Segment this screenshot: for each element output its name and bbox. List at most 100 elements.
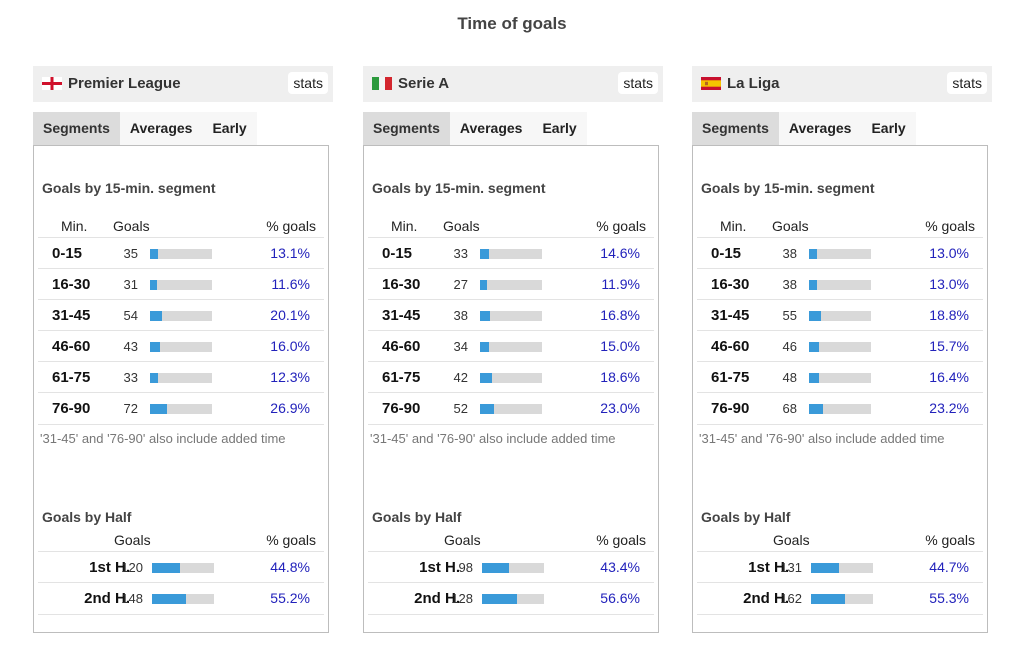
segment-bar: [480, 404, 542, 414]
table-row: 2nd H. 148 55.2%: [38, 582, 324, 615]
segment-label: 61-75: [382, 369, 421, 386]
segment-pct: 11.6%: [271, 276, 310, 292]
half-pct: 43.4%: [600, 559, 640, 575]
half-goals: 128: [451, 591, 473, 606]
half-bar: [811, 594, 873, 604]
half-goals: 148: [121, 591, 143, 606]
segment-bar: [150, 373, 212, 383]
table-row: 31-45 54 20.1%: [38, 299, 324, 331]
segment-label: 46-60: [52, 338, 91, 355]
segment-goals: 27: [453, 277, 468, 292]
segment-section-title: Goals by 15-min. segment: [372, 180, 546, 196]
segment-label: 16-30: [382, 276, 421, 293]
spain-flag-icon: [701, 77, 721, 90]
half-col-header-pct: % goals: [596, 532, 646, 548]
segment-label: 31-45: [711, 307, 750, 324]
segment-section-title: Goals by 15-min. segment: [701, 180, 875, 196]
segment-label: 46-60: [382, 338, 421, 355]
col-header-goals: Goals: [443, 218, 480, 234]
segment-pct: 15.0%: [600, 338, 640, 354]
segment-goals: 46: [782, 339, 797, 354]
segment-pct: 13.1%: [270, 245, 310, 261]
tab-averages[interactable]: Averages: [778, 112, 862, 145]
col-header-pct: % goals: [925, 218, 975, 234]
table-row: 0-15 35 13.1%: [38, 237, 324, 269]
league-header: Premier League stats: [33, 66, 333, 102]
tab-early[interactable]: Early: [861, 112, 916, 145]
segment-bar-fill: [150, 373, 158, 383]
half-goals: 120: [121, 560, 143, 575]
col-header-goals: Goals: [113, 218, 150, 234]
segment-label: 0-15: [52, 245, 83, 262]
table-row: 61-75 42 18.6%: [368, 361, 654, 393]
segment-goals: 42: [453, 370, 468, 385]
half-label: 1st H.: [89, 559, 130, 576]
segment-bar: [809, 280, 871, 290]
stats-button[interactable]: stats: [618, 72, 658, 94]
segment-bar-fill: [480, 280, 488, 290]
segment-bar-fill: [809, 373, 820, 383]
half-bar: [811, 563, 873, 573]
half-label: 2nd H.: [743, 590, 789, 607]
added-time-note: '31-45' and '76-90' also include added t…: [40, 431, 286, 446]
table-row: 1st H. 98 43.4%: [368, 551, 654, 583]
half-bar: [152, 594, 214, 604]
league-card: Premier League stats Segments Averages Early…: [33, 66, 333, 633]
tab-early[interactable]: Early: [202, 112, 257, 145]
col-header-pct: % goals: [596, 218, 646, 234]
segment-bar: [480, 311, 542, 321]
table-row: 76-90 72 26.9%: [38, 392, 324, 425]
segment-bar: [150, 280, 212, 290]
segment-pct: 15.7%: [929, 338, 969, 354]
segment-pct: 26.9%: [270, 400, 310, 416]
tab-segments[interactable]: Segments: [363, 112, 450, 145]
segment-bar: [809, 404, 871, 414]
stats-button[interactable]: stats: [288, 72, 328, 94]
table-row: 2nd H. 128 56.6%: [368, 582, 654, 615]
table-row: 0-15 33 14.6%: [368, 237, 654, 269]
segment-pct: 13.0%: [929, 276, 969, 292]
half-section-title: Goals by Half: [42, 509, 132, 525]
segment-goals: 38: [782, 277, 797, 292]
segment-label: 76-90: [382, 400, 421, 417]
tab-segments[interactable]: Segments: [33, 112, 120, 145]
segment-section-title: Goals by 15-min. segment: [42, 180, 216, 196]
stats-button[interactable]: stats: [947, 72, 987, 94]
segment-bar: [150, 404, 212, 414]
league-header: Serie A stats: [363, 66, 663, 102]
segment-bar-fill: [150, 249, 159, 259]
table-row: 46-60 34 15.0%: [368, 330, 654, 362]
half-bar: [482, 563, 544, 573]
half-bar: [482, 594, 544, 604]
segment-bar-fill: [480, 373, 492, 383]
league-header: La Liga stats: [692, 66, 992, 102]
segment-bar-fill: [480, 342, 490, 352]
table-row: 0-15 38 13.0%: [697, 237, 983, 269]
tab-averages[interactable]: Averages: [449, 112, 533, 145]
half-col-header-pct: % goals: [266, 532, 316, 548]
col-header-min: Min.: [720, 218, 747, 234]
half-goals: 162: [780, 591, 802, 606]
segment-label: 31-45: [52, 307, 91, 324]
segment-bar-fill: [480, 311, 491, 321]
col-header-goals: Goals: [772, 218, 809, 234]
half-bar-fill: [152, 563, 180, 573]
segment-label: 61-75: [52, 369, 91, 386]
tab-averages[interactable]: Averages: [119, 112, 203, 145]
segment-bar-fill: [480, 404, 495, 414]
segment-pct: 16.4%: [929, 369, 969, 385]
half-pct: 44.8%: [270, 559, 310, 575]
tab-segments[interactable]: Segments: [692, 112, 779, 145]
segment-goals: 33: [453, 246, 468, 261]
table-row: 31-45 55 18.8%: [697, 299, 983, 331]
segment-goals: 48: [782, 370, 797, 385]
half-pct: 56.6%: [600, 590, 640, 606]
table-row: 76-90 68 23.2%: [697, 392, 983, 425]
segment-goals: 55: [782, 308, 797, 323]
segment-bar: [480, 342, 542, 352]
segment-bar: [480, 373, 542, 383]
segment-bar-fill: [809, 311, 821, 321]
segment-pct: 13.0%: [929, 245, 969, 261]
league-name: Premier League: [68, 75, 181, 92]
tab-early[interactable]: Early: [532, 112, 587, 145]
